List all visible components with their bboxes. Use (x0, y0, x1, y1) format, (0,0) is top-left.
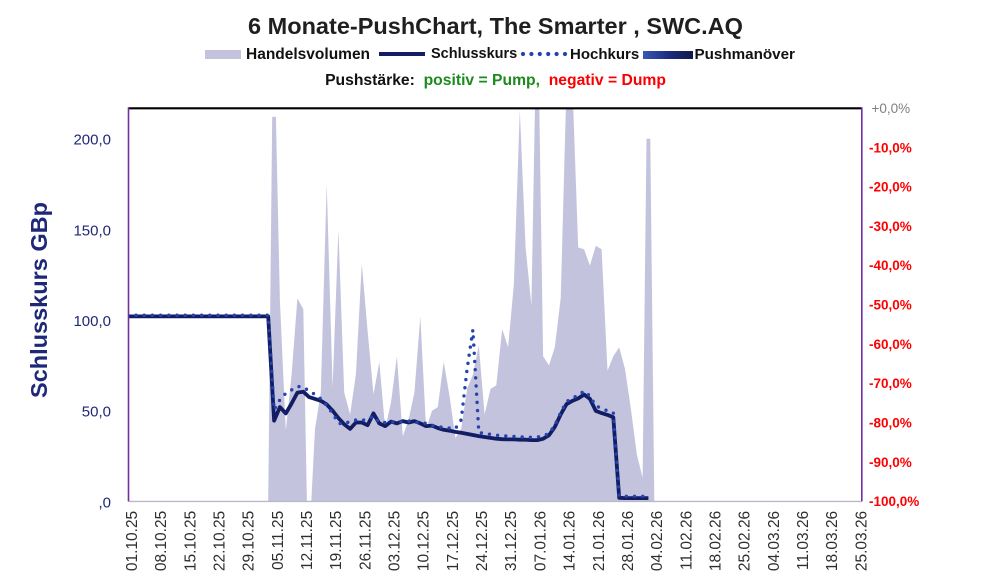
svg-text:-50,0%: -50,0% (869, 298, 912, 313)
svg-text:10.12.25: 10.12.25 (416, 511, 433, 571)
svg-text:-30,0%: -30,0% (869, 219, 912, 234)
svg-text:14.01.26: 14.01.26 (562, 511, 579, 571)
svg-text:18.02.26: 18.02.26 (708, 511, 725, 571)
svg-text:-20,0%: -20,0% (869, 180, 912, 195)
svg-text:26.11.25: 26.11.25 (357, 511, 374, 570)
svg-text:-90,0%: -90,0% (869, 455, 912, 470)
svg-text:19.11.25: 19.11.25 (328, 511, 345, 570)
svg-text:22.10.25: 22.10.25 (211, 511, 228, 571)
svg-text:200,0: 200,0 (73, 132, 111, 149)
svg-text:29.10.25: 29.10.25 (241, 511, 258, 571)
svg-text:-70,0%: -70,0% (869, 376, 912, 391)
svg-text:15.10.25: 15.10.25 (182, 511, 199, 571)
svg-text:04.02.26: 04.02.26 (649, 511, 666, 571)
svg-text:50,0: 50,0 (82, 404, 111, 421)
svg-text:24.12.25: 24.12.25 (474, 511, 491, 571)
svg-text:17.12.25: 17.12.25 (445, 511, 462, 571)
svg-text:-10,0%: -10,0% (869, 140, 912, 155)
svg-text:08.10.25: 08.10.25 (153, 511, 170, 571)
svg-text:07.01.26: 07.01.26 (532, 511, 549, 571)
svg-text:150,0: 150,0 (73, 222, 111, 239)
svg-text:12.11.25: 12.11.25 (299, 511, 316, 570)
svg-text:-60,0%: -60,0% (869, 337, 912, 352)
svg-text:+0,0%: +0,0% (872, 101, 911, 116)
svg-text:31.12.25: 31.12.25 (503, 511, 520, 571)
svg-text:05.11.25: 05.11.25 (270, 511, 287, 570)
svg-text:-80,0%: -80,0% (869, 416, 912, 431)
svg-text:18.03.26: 18.03.26 (824, 511, 841, 571)
svg-text:11.02.26: 11.02.26 (678, 511, 695, 570)
svg-text:,0: ,0 (98, 494, 111, 511)
svg-text:Schlusskurs GBp: Schlusskurs GBp (26, 202, 52, 398)
svg-text:-40,0%: -40,0% (869, 258, 912, 273)
svg-text:01.10.25: 01.10.25 (124, 511, 141, 571)
svg-text:11.03.26: 11.03.26 (795, 511, 812, 570)
svg-text:25.02.26: 25.02.26 (737, 511, 754, 571)
svg-text:28.01.26: 28.01.26 (620, 511, 637, 571)
svg-text:21.01.26: 21.01.26 (591, 511, 608, 571)
svg-text:25.03.26: 25.03.26 (853, 511, 870, 571)
svg-text:04.03.26: 04.03.26 (766, 511, 783, 571)
svg-text:-100,0%: -100,0% (869, 494, 919, 509)
svg-text:03.12.25: 03.12.25 (387, 511, 404, 571)
svg-text:100,0: 100,0 (73, 313, 111, 330)
